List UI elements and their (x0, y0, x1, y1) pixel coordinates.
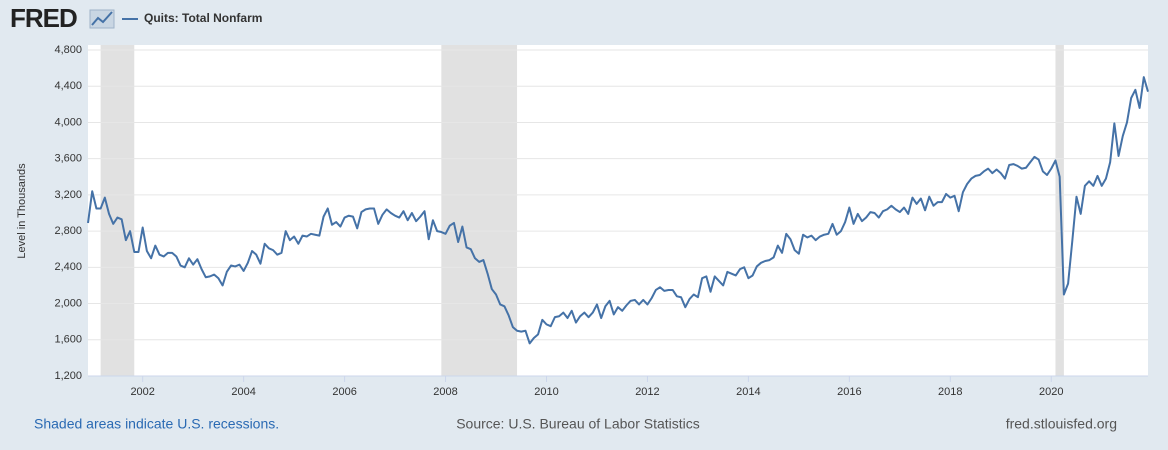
y-axis-label: Level in Thousands (16, 163, 28, 259)
y-tick-label: 2,800 (54, 225, 82, 237)
data-line (87, 76, 1149, 345)
y-tick-label: 1,200 (54, 370, 82, 382)
legend-label: Quits: Total Nonfarm (144, 11, 262, 25)
y-tick-label: 4,800 (54, 44, 82, 56)
source: Source: U.S. Bureau of Labor Statistics (456, 416, 700, 432)
y-tick-label: 2,000 (54, 297, 82, 309)
y-tick-label: 3,200 (54, 189, 82, 201)
x-tick-label: 2018 (938, 386, 962, 398)
y-tick-label: 3,600 (54, 153, 82, 165)
recession-note: Shaded areas indicate U.S. recessions. (34, 416, 279, 432)
x-tick-label: 2020 (1039, 386, 1063, 398)
recession-band (100, 45, 135, 376)
y-tick-label: 2,400 (54, 261, 82, 273)
logo-icon (89, 9, 115, 29)
x-tick-label: 2016 (837, 386, 861, 398)
x-tick-label: 2010 (534, 386, 558, 398)
x-tick-label: 2004 (231, 386, 255, 398)
x-tick-label: 2002 (130, 386, 154, 398)
x-tick-label: 2008 (433, 386, 457, 398)
y-tick-label: 4,400 (54, 80, 82, 92)
x-tick-label: 2012 (635, 386, 659, 398)
x-tick-label: 2006 (332, 386, 356, 398)
plot-area (88, 45, 1148, 376)
y-tick-label: 1,600 (54, 334, 82, 346)
x-tick-label: 2014 (736, 386, 760, 398)
y-tick-label: 4,000 (54, 116, 82, 128)
recession-band (441, 45, 518, 376)
logo: FRED (10, 3, 77, 33)
site: fred.stlouisfed.org (1006, 416, 1117, 432)
recession-band (1055, 45, 1064, 376)
